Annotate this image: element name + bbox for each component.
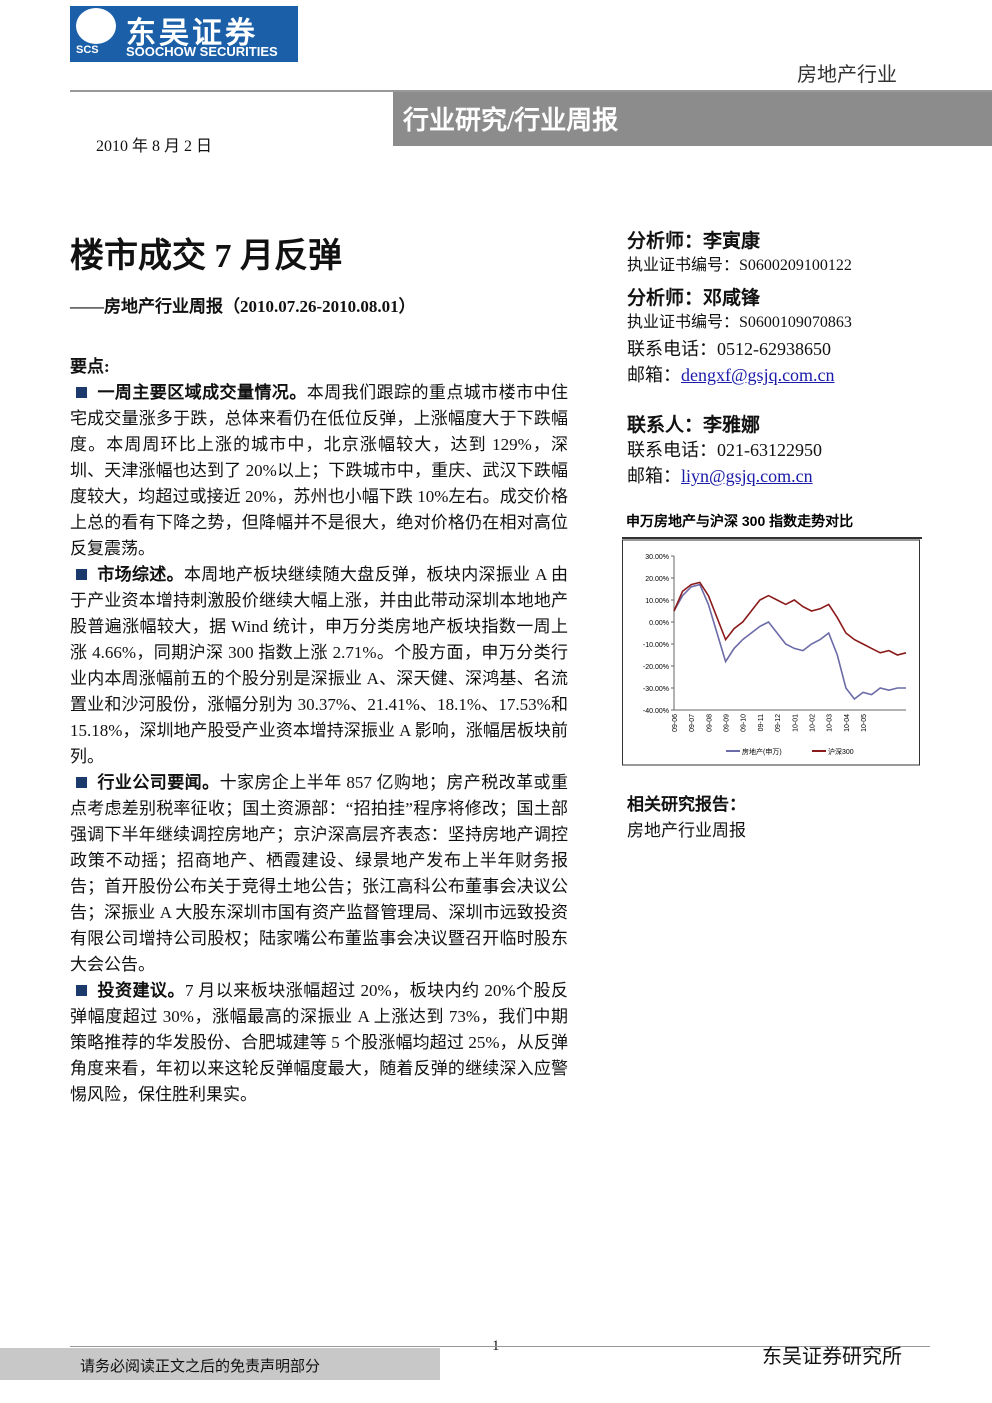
- y-tick-label: 30.00%: [645, 554, 669, 561]
- key-heading: 要点:: [70, 357, 110, 376]
- key-points: 要点: 一周主要区域成交量情况。本周我们跟踪的重点城市楼市中住宅成交量涨多于跌，…: [70, 354, 568, 1108]
- key-text: 十家房企上半年 857 亿购地；房产税改革或重点考虑差别税率征收；国土资源部：“…: [70, 773, 569, 974]
- related: 相关研究报告： 房地产行业周报: [627, 792, 746, 844]
- series-line: [673, 583, 906, 701]
- key-text: 本周地产板块继续随大盘反弹，板块内深振业 A 由于产业资本增持刺激股价继续大幅上…: [70, 565, 569, 766]
- chart-frame: [622, 539, 920, 766]
- legend-label: 房地产(申万): [742, 747, 782, 756]
- related-item: 房地产行业周报: [627, 821, 746, 840]
- x-tick-label: 09-12: [775, 714, 782, 732]
- cert: S0600109070863: [739, 314, 852, 331]
- subtitle: ——房地产行业周报（2010.07.26-2010.08.01）: [70, 297, 416, 316]
- x-tick-label: 10-04: [844, 714, 851, 732]
- x-tick-label: 09-07: [689, 714, 696, 732]
- key-point: 市场综述。本周地产板块继续随大盘反弹，板块内深振业 A 由于产业资本增持刺激股价…: [70, 562, 568, 770]
- analyst-name: 邓咸锋: [703, 288, 761, 309]
- x-tick-label: 10-05: [861, 714, 868, 732]
- header-rule: [70, 90, 992, 92]
- logo-cn: 东吴证券: [126, 17, 258, 50]
- email-label: 邮箱：: [627, 466, 681, 486]
- banner-text: 行业研究/行业周报: [403, 106, 619, 135]
- x-tick-label: 09-10: [741, 714, 748, 732]
- key-lead: 市场综述。: [97, 565, 184, 584]
- date: 2010 年 8 月 2 日: [96, 138, 213, 155]
- org: 东吴证券研究所: [762, 1346, 902, 1368]
- logo-en: SOOCHOW SECURITIES: [126, 44, 278, 59]
- key-lead: 投资建议。: [97, 981, 185, 1000]
- related-heading: 相关研究报告：: [627, 795, 746, 814]
- y-tick-label: -20.00%: [643, 664, 669, 671]
- banner: 行业研究/行业周报: [393, 92, 992, 146]
- y-tick-label: 10.00%: [645, 598, 669, 605]
- sector: 房地产行业: [797, 64, 897, 86]
- email[interactable]: liyn@gsjq.com.cn: [681, 466, 813, 486]
- key-point: 投资建议。7 月以来板块涨幅超过 20%，板块内约 20%个股反弹幅度超过 30…: [70, 978, 568, 1108]
- phone-label: 联系电话：: [627, 440, 717, 460]
- disclaimer: 请务必阅读正文之后的免责声明部分: [80, 1359, 321, 1375]
- key-lead: 一周主要区域成交量情况。: [97, 383, 307, 402]
- phone: 0512-62938650: [717, 339, 831, 359]
- key-point: 行业公司要闻。十家房企上半年 857 亿购地；房产税改革或重点考虑差别税率征收；…: [70, 770, 568, 978]
- cert-label: 执业证书编号：: [627, 314, 740, 331]
- key-text: 本周我们跟踪的重点城市楼市中住宅成交量涨多于跌，总体来看仍在低位反弹，上涨幅度大…: [70, 383, 569, 558]
- x-tick-label: 10-03: [827, 714, 834, 732]
- footer-bar: 请务必阅读正文之后的免责声明部分: [0, 1348, 440, 1380]
- role: 联系人：: [627, 415, 704, 436]
- analysts: 分析师：李寅康 执业证书编号：S0600209100122 分析师：邓咸锋 执业…: [627, 226, 927, 489]
- cert: S0600209100122: [739, 257, 852, 274]
- cert-label: 执业证书编号：: [627, 257, 740, 274]
- phone-label: 联系电话：: [627, 339, 717, 359]
- key-lead: 行业公司要闻。: [97, 773, 220, 792]
- chart: 申万房地产与沪深 300 指数走势对比 30.00% 20.00% 10.00% 0.…: [622, 513, 922, 766]
- footer-rule: [70, 1346, 930, 1347]
- bullet: [76, 387, 87, 398]
- x-tick-label: 10-01: [792, 714, 799, 732]
- x-tick-label: 09-11: [758, 714, 765, 731]
- y-tick-label: 0.00%: [649, 620, 669, 627]
- bullet: [76, 777, 87, 788]
- series-line: [673, 581, 907, 656]
- key-text: 7 月以来板块涨幅超过 20%，板块内约 20%个股反弹幅度超过 30%，涨幅最…: [70, 981, 568, 1104]
- bullet: [76, 569, 87, 580]
- key-point: 一周主要区域成交量情况。本周我们跟踪的重点城市楼市中住宅成交量涨多于跌，总体来看…: [70, 380, 568, 562]
- x-tick-label: 09-08: [706, 714, 713, 732]
- email[interactable]: dengxf@gsjq.com.cn: [681, 365, 835, 385]
- legend-label: 沪深300: [828, 747, 854, 756]
- y-tick-label: -40.00%: [643, 708, 669, 715]
- logo-abbr: SCS: [76, 44, 99, 56]
- y-tick-label: 20.00%: [645, 576, 669, 583]
- role: 分析师：: [627, 288, 704, 309]
- y-tick-label: -10.00%: [643, 642, 669, 649]
- email-label: 邮箱：: [627, 365, 681, 385]
- x-tick-label: 09-06: [672, 714, 679, 732]
- y-tick-label: -30.00%: [643, 686, 669, 693]
- analyst-name: 李雅娜: [703, 415, 761, 436]
- chart-title: 申万房地产与沪深 300 指数走势对比: [626, 513, 853, 529]
- bullet: [76, 985, 87, 996]
- role: 分析师：: [627, 231, 704, 252]
- analyst-name: 李寅康: [703, 231, 761, 252]
- x-tick-label: 10-02: [809, 714, 816, 732]
- title: 楼市成交 7 月反弹: [70, 238, 342, 275]
- logo: SCS 东吴证券 SOOCHOW SECURITIES: [70, 6, 298, 62]
- x-tick-label: 09-09: [724, 714, 731, 732]
- phone: 021-63122950: [717, 440, 822, 460]
